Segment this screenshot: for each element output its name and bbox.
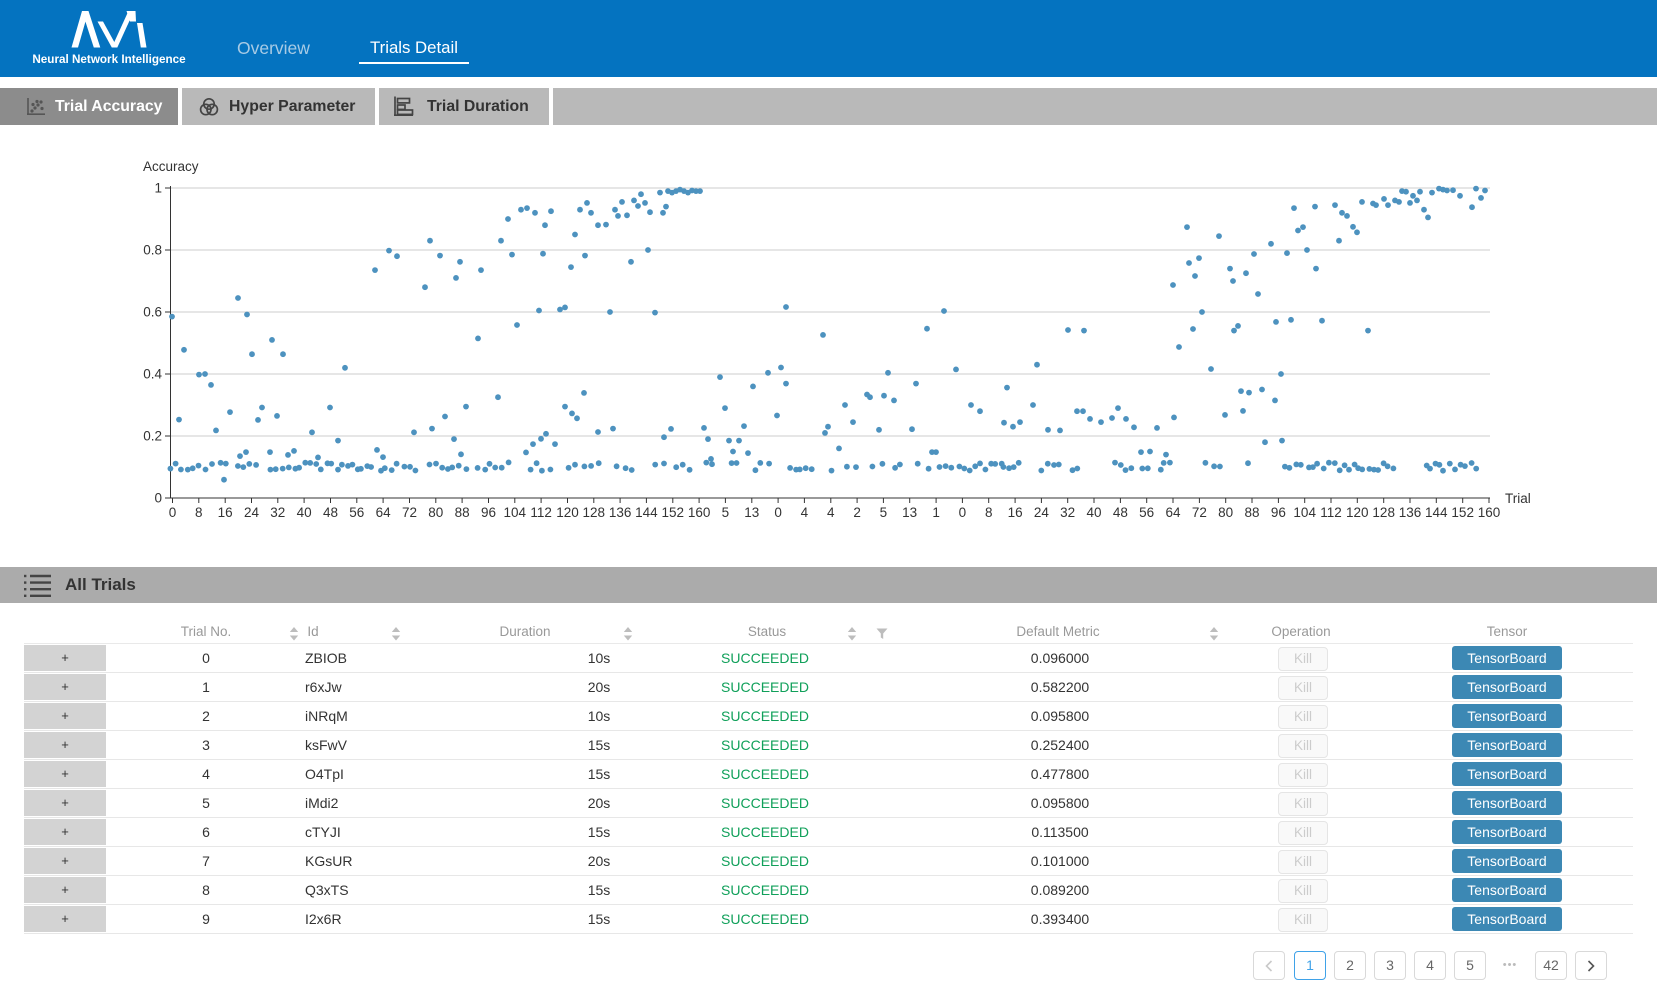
svg-text:128: 128 (1372, 505, 1395, 520)
svg-text:152: 152 (662, 505, 685, 520)
svg-text:64: 64 (376, 505, 392, 520)
svg-text:16: 16 (218, 505, 233, 520)
svg-text:0: 0 (154, 491, 162, 506)
svg-text:0.6: 0.6 (143, 305, 162, 320)
svg-text:Accuracy: Accuracy (143, 159, 199, 174)
svg-text:1: 1 (932, 505, 940, 520)
svg-text:56: 56 (349, 505, 364, 520)
svg-text:0: 0 (169, 505, 177, 520)
svg-text:4: 4 (827, 505, 835, 520)
svg-text:0.4: 0.4 (143, 367, 162, 382)
svg-text:32: 32 (1060, 505, 1075, 520)
svg-text:24: 24 (1034, 505, 1050, 520)
svg-text:136: 136 (609, 505, 632, 520)
svg-text:80: 80 (428, 505, 443, 520)
svg-text:96: 96 (481, 505, 496, 520)
svg-text:13: 13 (744, 505, 759, 520)
svg-text:5: 5 (722, 505, 730, 520)
svg-text:144: 144 (635, 505, 658, 520)
svg-text:160: 160 (688, 505, 711, 520)
svg-text:40: 40 (1086, 505, 1101, 520)
svg-text:13: 13 (902, 505, 917, 520)
svg-text:104: 104 (1293, 505, 1316, 520)
svg-text:0.8: 0.8 (143, 243, 162, 258)
svg-text:16: 16 (1008, 505, 1023, 520)
svg-text:32: 32 (270, 505, 285, 520)
svg-text:4: 4 (801, 505, 809, 520)
svg-text:72: 72 (1192, 505, 1207, 520)
svg-text:112: 112 (530, 505, 552, 520)
svg-text:96: 96 (1271, 505, 1286, 520)
svg-text:104: 104 (504, 505, 527, 520)
svg-text:64: 64 (1165, 505, 1181, 520)
svg-text:88: 88 (1244, 505, 1259, 520)
svg-text:0: 0 (959, 505, 967, 520)
svg-text:48: 48 (323, 505, 338, 520)
svg-text:2: 2 (853, 505, 861, 520)
svg-text:136: 136 (1399, 505, 1422, 520)
svg-text:8: 8 (985, 505, 993, 520)
svg-text:160: 160 (1478, 505, 1501, 520)
svg-text:8: 8 (195, 505, 203, 520)
svg-text:56: 56 (1139, 505, 1154, 520)
svg-text:0.2: 0.2 (143, 429, 162, 444)
svg-text:0: 0 (774, 505, 782, 520)
svg-text:80: 80 (1218, 505, 1233, 520)
svg-text:24: 24 (244, 505, 260, 520)
svg-text:5: 5 (880, 505, 888, 520)
svg-text:72: 72 (402, 505, 417, 520)
svg-text:112: 112 (1320, 505, 1342, 520)
svg-text:152: 152 (1451, 505, 1474, 520)
svg-text:1: 1 (154, 181, 162, 196)
svg-text:Trial: Trial (1505, 491, 1531, 506)
svg-text:40: 40 (297, 505, 312, 520)
svg-text:48: 48 (1113, 505, 1128, 520)
svg-text:144: 144 (1425, 505, 1448, 520)
svg-text:120: 120 (556, 505, 579, 520)
svg-text:128: 128 (583, 505, 606, 520)
svg-text:88: 88 (455, 505, 470, 520)
svg-text:120: 120 (1346, 505, 1369, 520)
